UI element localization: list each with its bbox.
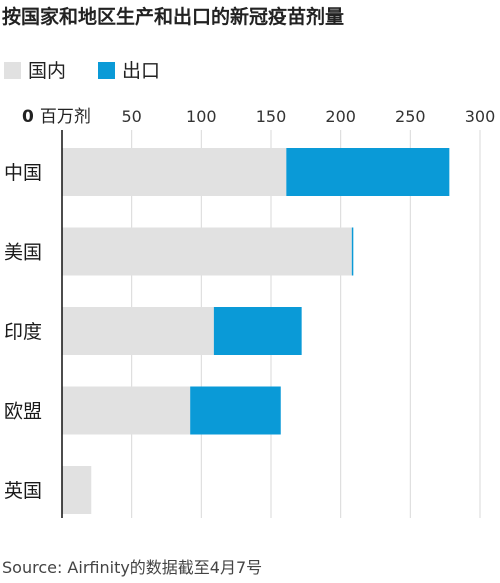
bar-segment-domestic [62, 466, 92, 514]
legend-swatch-domestic [4, 62, 21, 79]
legend-label-domestic: 国内 [28, 60, 67, 82]
tick-label: 200 [325, 107, 356, 126]
bar-segment-domestic [62, 307, 214, 355]
bar-segment-domestic [62, 227, 352, 276]
category-label: 印度 [4, 321, 42, 343]
bar-segment-domestic [62, 386, 191, 435]
tick-label: 300 [465, 107, 496, 126]
tick-label: 100 [186, 107, 217, 126]
tick-label: 150 [256, 107, 287, 126]
legend-label-export: 出口 [122, 60, 161, 82]
category-label: 英国 [4, 480, 42, 502]
tick-label: 250 [395, 107, 426, 126]
bar-segment-export [213, 307, 302, 355]
category-label: 中国 [4, 162, 42, 184]
tick-label-0: 0 [22, 107, 34, 127]
bar-segment-domestic [62, 148, 287, 196]
axis-unit-label: 百万剂 [40, 107, 91, 127]
bar-segment-export [190, 386, 281, 435]
category-label: 欧盟 [4, 401, 42, 423]
legend-swatch-export [98, 62, 115, 79]
source-note: Source: Airfinity的数据截至4月7号 [2, 558, 263, 577]
bar-segment-export [351, 227, 354, 276]
category-label: 美国 [4, 242, 42, 264]
x-axis-ticks: 0 百万剂 50 100 150 200 250 300 [22, 107, 495, 127]
bar-group [62, 148, 450, 514]
chart-title: 按国家和地区生产和出口的新冠疫苗剂量 [2, 6, 345, 28]
tick-label-zero: 0 百万剂 [22, 107, 91, 127]
tick-label: 50 [121, 107, 141, 126]
bar-segment-export [286, 148, 450, 196]
